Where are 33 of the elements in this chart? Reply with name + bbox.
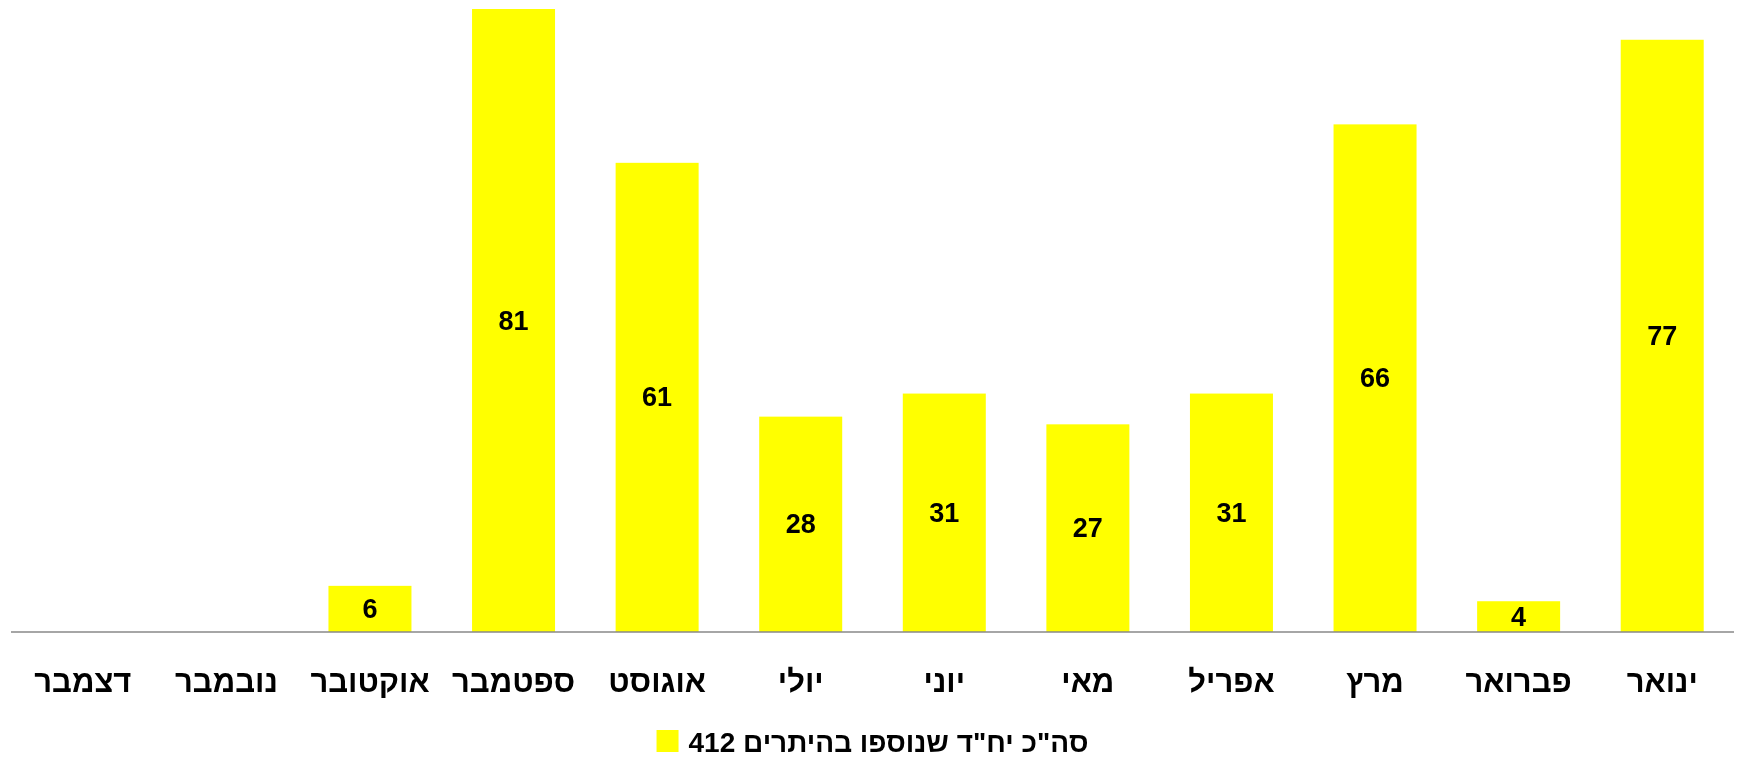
x-tick-label: דצמבר [34, 664, 132, 699]
bar [615, 162, 699, 632]
bar [1189, 393, 1273, 632]
x-tick-label: אוגוסט [608, 664, 706, 699]
x-tick-label: ספטמבר [451, 664, 576, 699]
bar [902, 393, 986, 632]
bar [472, 9, 556, 632]
x-tick-label: נובמבר [174, 664, 278, 699]
data-label: 31 [1216, 497, 1247, 528]
bar [1046, 424, 1130, 632]
x-tick-label: יוני [923, 664, 966, 699]
bar [759, 416, 843, 632]
data-label: 4 [1511, 601, 1527, 632]
data-label: 27 [1072, 513, 1103, 544]
bar [328, 585, 412, 632]
bar [1333, 124, 1417, 632]
data-label: 77 [1647, 320, 1678, 351]
data-label: 28 [785, 509, 816, 540]
x-tick-label: יולי [777, 664, 824, 699]
x-tick-label: פברואר [1465, 664, 1572, 699]
x-tick-label: מאי [1061, 664, 1115, 699]
x-tick-label: אוקטובר [310, 664, 430, 699]
legend: סה"כ יח"ד שנוספו בהיתרים 412 [656, 727, 1089, 758]
data-label: 66 [1360, 363, 1391, 394]
data-label: 61 [642, 382, 673, 413]
x-tick-label: מרץ [1346, 664, 1404, 699]
x-tick-label: ינואר [1626, 664, 1698, 699]
data-label: 31 [929, 497, 960, 528]
bar [1477, 601, 1561, 632]
data-label: 81 [498, 305, 529, 336]
x-tick-label: אפריל [1188, 664, 1275, 699]
data-label: 6 [362, 593, 378, 624]
bar [1620, 39, 1704, 632]
